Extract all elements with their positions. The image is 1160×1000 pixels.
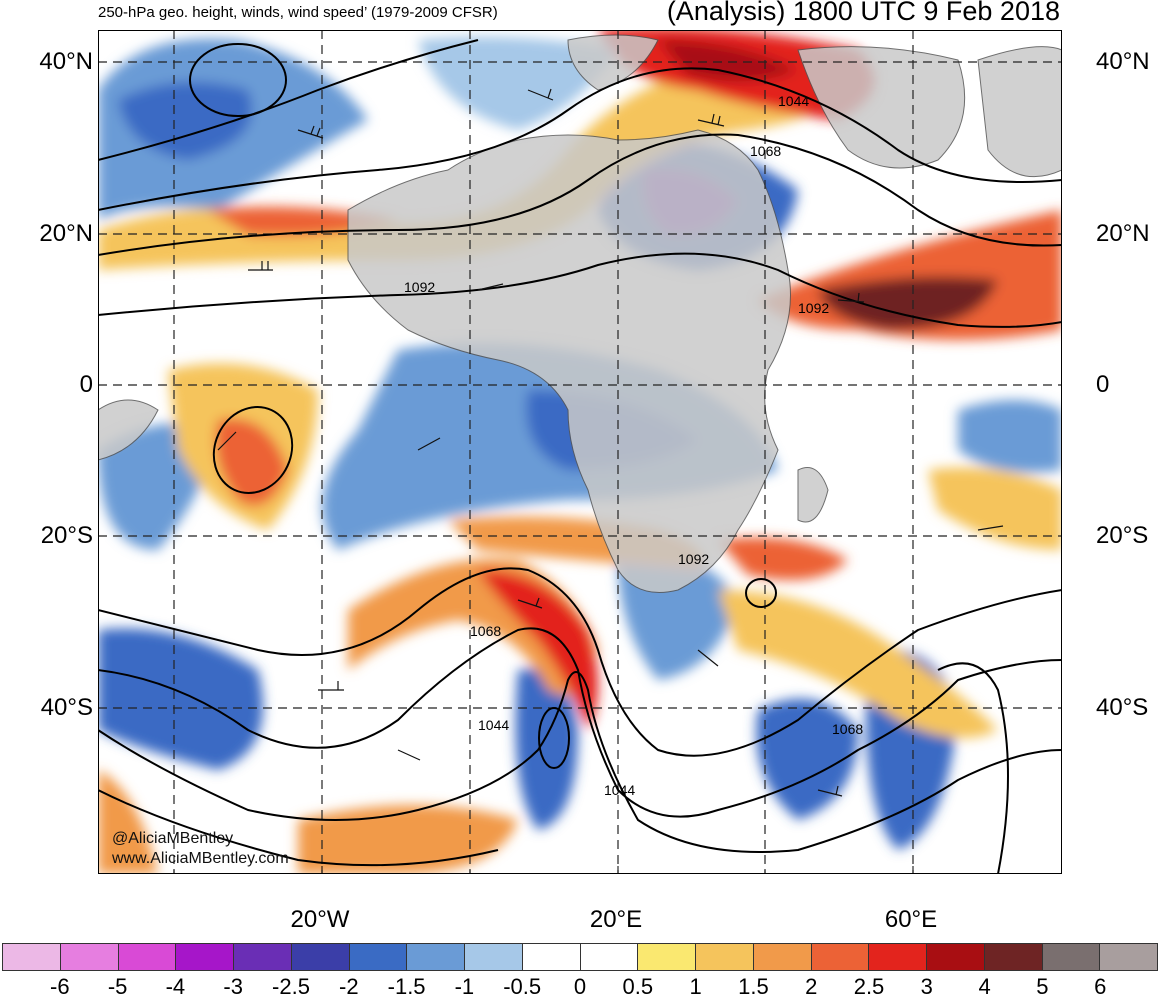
contour-label-group: 1044 1068 1092 1092 1092 1068 1044 1068 …: [404, 93, 863, 798]
colorbar-label: -2.5: [272, 974, 310, 999]
colorbar-label: -1.5: [387, 974, 426, 999]
lat-label-20n-left: 20°N: [39, 220, 93, 247]
colorbar-segment: [522, 944, 581, 970]
colorbar-segment: [465, 944, 523, 970]
colorbar-segment: [927, 944, 985, 970]
colorbar-segment: [291, 944, 350, 970]
map-title: (Analysis) 1800 UTC 9 Feb 2018: [666, 0, 1060, 26]
lon-label-20e: 20°E: [589, 906, 643, 933]
contour-label: 1092: [678, 551, 709, 567]
colorbar-segment: [638, 944, 696, 970]
colorbar-segment: [349, 944, 408, 970]
colorbar-labels: -6 -5 -4 -3 -2.5 -2 -1.5 -1 -0.5 0 0.5 1 1.5 2 2.5 3 4 5 6: [0, 974, 1160, 999]
colorbar-segment: [580, 944, 639, 970]
colorbar-label: -2: [339, 974, 359, 999]
colorbar-segment: [176, 944, 234, 970]
lon-label-60e: 60°E: [884, 906, 938, 933]
lat-label-eq-left: 0: [79, 371, 93, 398]
contour-label: 1044: [778, 93, 809, 109]
weather-map: 1044 1068 1092 1092 1092 1068 1044 1068 …: [98, 30, 1062, 874]
map-subtitle: 250-hPa geo. height, winds, wind speed’ …: [98, 4, 498, 21]
lat-lon-grid: [98, 30, 1062, 874]
colorbar-label: -0.5: [503, 974, 542, 999]
colorbar-segment: [869, 944, 927, 970]
credit-handle: @AliciaMBentley: [112, 830, 234, 847]
colorbar-segment: [234, 944, 292, 970]
colorbar-segment: [1100, 944, 1157, 970]
colorbar-segment: [811, 944, 870, 970]
colorbar-segment: [407, 944, 465, 970]
axis-ticks: [173, 866, 914, 874]
colorbar-segment: [696, 944, 754, 970]
lat-label-40s-left: 40°S: [40, 694, 93, 721]
lat-label-40n-right: 40°N: [1096, 48, 1150, 75]
colorbar-label: 1: [689, 974, 702, 999]
land-masses: [98, 34, 1062, 593]
contour-label: 1068: [750, 143, 781, 159]
colorbar-label: -3: [223, 974, 243, 999]
credit-website: www.AliciaMBentley.com: [112, 850, 289, 867]
contour-label: 1068: [832, 721, 863, 737]
colorbar-label: 0.5: [622, 974, 654, 999]
colorbar-label: 6: [1094, 974, 1107, 999]
lon-label-20w: 20°W: [290, 906, 350, 933]
colorbar-label: -6: [50, 974, 70, 999]
colorbar-segment: [984, 944, 1043, 970]
contour-label: 1092: [798, 300, 829, 316]
colorbar-label: 0: [573, 974, 587, 999]
lat-label-eq-right: 0: [1096, 371, 1110, 398]
lat-label-20s-left: 20°S: [40, 522, 93, 549]
contour-label: 1092: [404, 279, 435, 295]
lat-label-40n-left: 40°N: [39, 48, 93, 75]
colorbar-segment: [118, 944, 177, 970]
colorbar-label: 2: [805, 974, 818, 999]
colorbar-label: -5: [107, 974, 128, 999]
height-contours: [98, 39, 1062, 874]
colorbar-label: 3: [920, 974, 933, 999]
colorbar-segment: [3, 944, 61, 970]
lat-label-20s-right: 20°S: [1096, 522, 1149, 549]
contour-label: 1044: [478, 717, 509, 733]
colorbar-label: 2.5: [853, 974, 885, 999]
wind-barbs: [217, 88, 1004, 797]
colorbar-label: 1.5: [738, 974, 769, 999]
contour-label: 1044: [604, 782, 635, 798]
colorbar-label: -4: [165, 974, 186, 999]
lat-label-20n-right: 20°N: [1096, 220, 1150, 247]
colorbar-segment: [753, 944, 812, 970]
colorbar: [2, 943, 1158, 971]
contour-label: 1068: [470, 623, 501, 639]
colorbar-label: 4: [978, 974, 991, 999]
colorbar-label: 5: [1036, 974, 1049, 999]
colorbar-segment: [60, 944, 119, 970]
colorbar-segment: [1042, 944, 1101, 970]
colorbar-label: -1: [454, 974, 475, 999]
lat-label-40s-right: 40°S: [1096, 694, 1149, 721]
